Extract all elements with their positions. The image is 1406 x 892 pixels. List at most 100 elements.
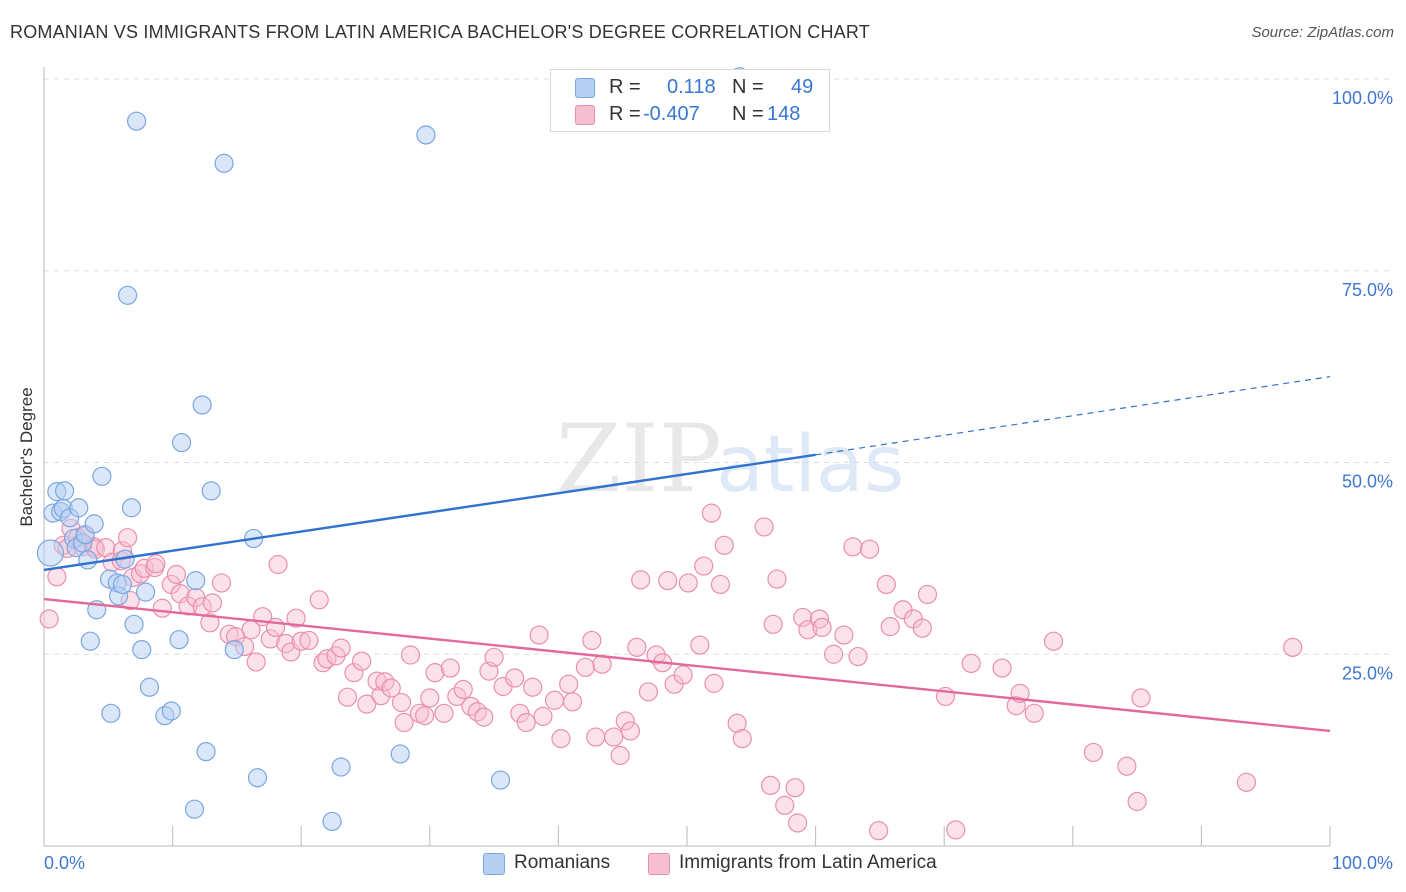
- romanian-point: [416, 125, 436, 145]
- latin-america-points: [39, 503, 1303, 841]
- romanian-point: [224, 640, 244, 660]
- latin-america-point: [286, 608, 306, 628]
- watermark-zip: ZIP: [556, 405, 722, 514]
- latin-america-point: [610, 745, 630, 766]
- romanian-point: [186, 571, 206, 591]
- latin-america-point: [824, 644, 844, 664]
- romanian-point: [78, 550, 98, 570]
- latin-america-point: [678, 573, 698, 593]
- latin-america-point: [200, 613, 220, 633]
- latin-america-point: [880, 617, 900, 637]
- latin-america-point: [727, 713, 747, 733]
- legend-r-label: R =: [609, 76, 641, 98]
- romanian-point: [117, 285, 138, 305]
- latin-america-point: [529, 625, 549, 645]
- romanian-point: [80, 631, 100, 651]
- latin-america-point: [544, 690, 565, 710]
- latin-america-point: [1131, 688, 1151, 708]
- romanian-point: [184, 799, 205, 819]
- latin-america-point: [381, 678, 401, 698]
- latin-america-legend-label: Immigrants from Latin America: [679, 852, 937, 873]
- latin-america-point: [352, 651, 372, 671]
- romanian-point: [169, 630, 189, 650]
- romanian-point: [139, 677, 160, 697]
- y-tick-label: 100.0%: [1332, 88, 1393, 108]
- latin-america-point: [912, 618, 932, 638]
- y-tick-label: 25.0%: [1342, 663, 1393, 683]
- romanian-point: [201, 481, 221, 501]
- latin-america-point: [211, 573, 232, 593]
- latin-america-point: [793, 607, 813, 628]
- latin-america-point: [775, 795, 795, 815]
- latin-america-point: [1283, 637, 1303, 657]
- legend-r-value: -0.407: [643, 103, 700, 125]
- romanian-point: [121, 498, 142, 518]
- latin-america-point: [961, 653, 981, 674]
- romanian-point: [36, 539, 65, 567]
- romanian-point: [214, 153, 234, 173]
- romanian-point: [69, 498, 89, 518]
- romanian-point: [172, 432, 192, 453]
- latin-america-point: [582, 630, 602, 651]
- latin-america-point: [620, 721, 641, 741]
- romanians-trend-line: [43, 453, 816, 572]
- romanian-point: [196, 742, 216, 762]
- romanians-legend-swatch: [483, 853, 505, 875]
- romanian-point: [390, 744, 410, 764]
- latin-america-point: [467, 702, 487, 722]
- latin-america-point: [474, 707, 494, 727]
- latin-america-point: [714, 535, 734, 555]
- latin-america-point: [246, 652, 266, 672]
- legend-n-label: N =: [732, 103, 764, 125]
- correlation-legend: R = 0.118 N = 49 R = -0.407 N = 148: [550, 69, 830, 132]
- trend-lines: [43, 376, 1331, 733]
- latin-america-point: [146, 554, 166, 574]
- latin-america-point: [47, 567, 67, 587]
- latin-america-point: [1127, 791, 1147, 812]
- latin-america-point: [673, 665, 693, 685]
- latin-america-point: [754, 517, 774, 537]
- latin-america-point: [268, 554, 288, 575]
- romanian-point: [322, 811, 342, 832]
- latin-america-point: [860, 539, 880, 559]
- romanian-point: [54, 481, 75, 501]
- y-axis-label: Bachelor's Degree: [17, 387, 36, 527]
- x-tick-label-max: 100.0%: [1332, 853, 1393, 873]
- latin-america-point: [461, 696, 481, 717]
- latin-america-point: [551, 729, 571, 749]
- latin-america-point: [787, 813, 808, 833]
- romanian-point: [247, 768, 268, 788]
- latin-america-legend-swatch: [648, 853, 670, 875]
- latin-america-point: [357, 694, 377, 714]
- latin-america-point: [559, 674, 579, 694]
- legend-n-value: 49: [791, 76, 814, 98]
- romanian-point: [126, 111, 147, 131]
- latin-america-point: [638, 682, 659, 702]
- latin-america-point: [615, 711, 635, 731]
- latin-america-point: [170, 584, 190, 604]
- x-tick-labels: 0.0% 100.0%: [44, 853, 1393, 873]
- romanian-point: [112, 574, 133, 595]
- latin-america-point: [291, 631, 311, 651]
- latin-america-point: [631, 570, 651, 590]
- latin-america-point: [202, 593, 223, 613]
- latin-america-point: [848, 646, 868, 667]
- latin-america-point: [732, 729, 752, 749]
- latin-america-point: [694, 556, 714, 576]
- latin-america-point: [843, 537, 863, 557]
- romanian-point: [192, 395, 212, 415]
- latin-america-point: [453, 679, 473, 700]
- latin-america-point: [420, 688, 440, 708]
- latin-america-point: [562, 692, 583, 712]
- latin-america-point: [575, 657, 596, 677]
- latin-america-point: [1236, 772, 1257, 792]
- romanian-point: [124, 614, 144, 634]
- latin-america-point: [166, 564, 187, 585]
- latin-america-point: [1117, 756, 1137, 776]
- legend-r-label: R =: [609, 103, 641, 125]
- romanian-point: [101, 703, 121, 723]
- latin-america-point: [760, 775, 781, 796]
- latin-america-point: [604, 727, 624, 747]
- latin-america-trend-line: [43, 597, 1331, 733]
